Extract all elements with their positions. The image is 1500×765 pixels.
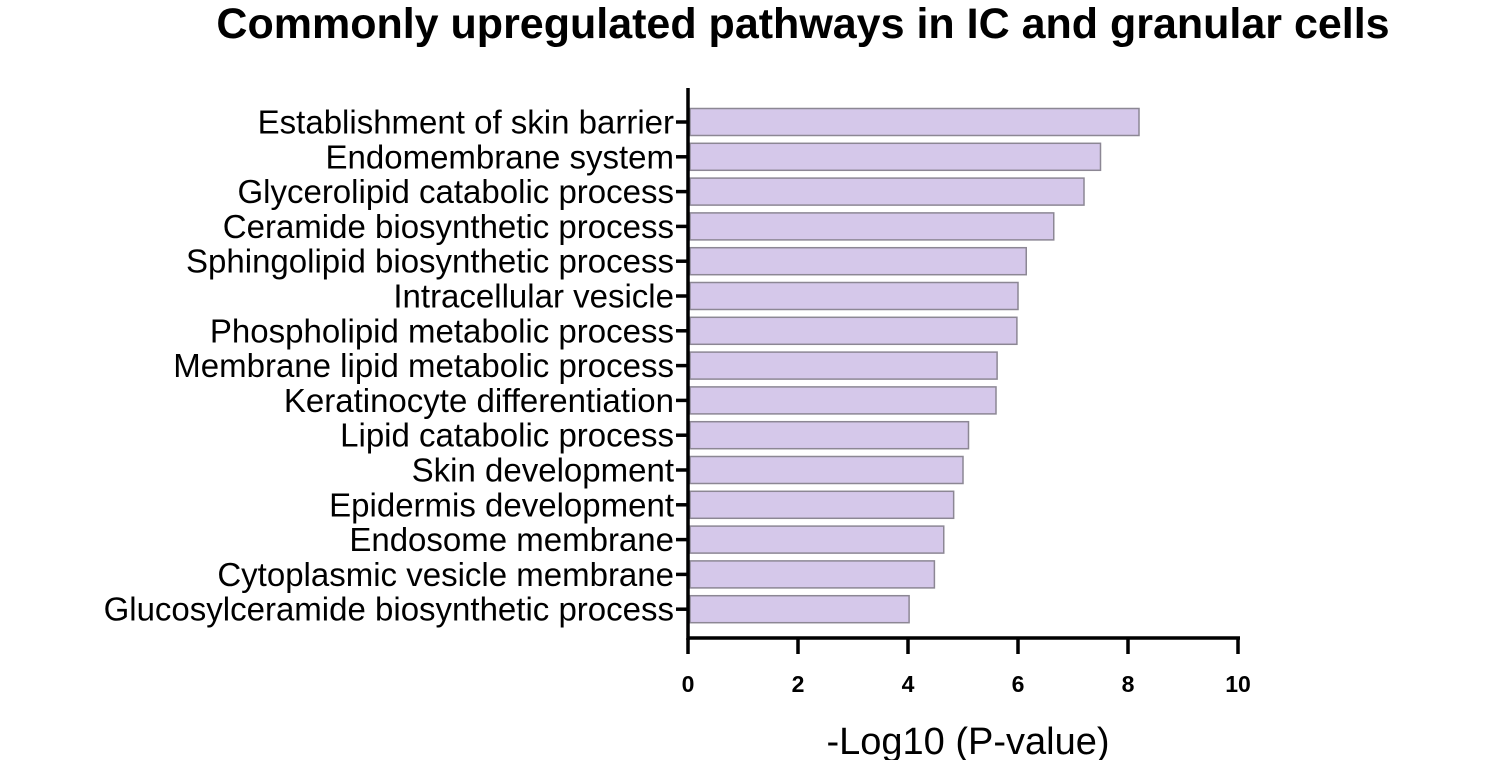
bar xyxy=(689,351,998,380)
category-label: Endosome membrane xyxy=(349,521,674,558)
category-labels-group: Establishment of skin barrierEndomembran… xyxy=(104,104,688,628)
category-label: Glycerolipid catabolic process xyxy=(237,173,674,210)
category-label: Lipid catabolic process xyxy=(340,417,674,454)
bar xyxy=(689,560,936,589)
category-label: Ceramide biosynthetic process xyxy=(223,208,674,245)
x-tick-label: 0 xyxy=(682,671,695,697)
x-axis-title: -Log10 (P-value) xyxy=(826,721,1109,760)
category-label: Establishment of skin barrier xyxy=(258,104,674,141)
category-label: Sphingolipid biosynthetic process xyxy=(186,243,674,280)
bar xyxy=(689,177,1085,206)
bar xyxy=(689,246,1027,276)
bar xyxy=(689,420,970,450)
x-axis-ticks-group: 0 2 4 6 8 10 xyxy=(682,638,1251,697)
x-tick-label: 6 xyxy=(1012,671,1025,697)
chart-title: Commonly upregulated pathways in IC and … xyxy=(216,0,1389,48)
x-tick-label: 4 xyxy=(902,671,915,697)
category-label: Intracellular vesicle xyxy=(393,278,674,315)
bar xyxy=(689,386,997,415)
x-tick-label: 2 xyxy=(792,671,805,697)
bar xyxy=(689,212,1055,241)
bar xyxy=(689,455,964,485)
bar xyxy=(689,107,1140,137)
bar xyxy=(689,316,1018,346)
x-tick-label: 10 xyxy=(1225,671,1251,697)
bar xyxy=(689,142,1102,172)
category-label: Phospholipid metabolic process xyxy=(210,312,674,349)
bars-group xyxy=(689,107,1140,624)
x-tick-label: 8 xyxy=(1122,671,1135,697)
category-label: Glucosylceramide biosynthetic process xyxy=(104,591,674,628)
bar xyxy=(689,525,945,554)
category-label: Endomembrane system xyxy=(326,138,674,175)
category-label: Keratinocyte differentiation xyxy=(284,382,674,419)
bar xyxy=(689,594,910,624)
bar xyxy=(689,490,955,520)
category-label: Cytoplasmic vesicle membrane xyxy=(217,556,674,593)
bar xyxy=(689,281,1019,311)
category-label: Epidermis development xyxy=(329,486,674,523)
category-label: Membrane lipid metabolic process xyxy=(173,347,674,384)
category-label: Skin development xyxy=(412,452,674,489)
